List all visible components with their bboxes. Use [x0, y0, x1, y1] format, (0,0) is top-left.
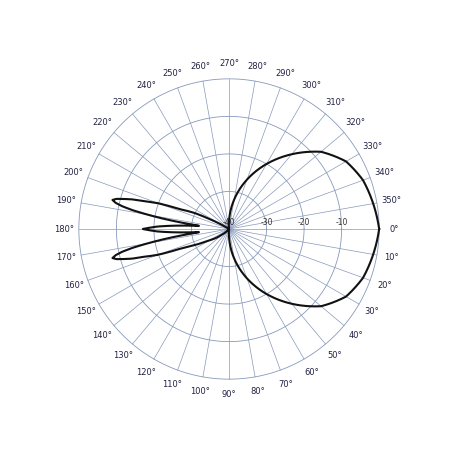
Text: 320°: 320° — [345, 118, 365, 127]
Text: 210°: 210° — [76, 142, 96, 151]
Text: 350°: 350° — [382, 196, 402, 205]
Text: 260°: 260° — [191, 62, 210, 71]
Text: 90°: 90° — [222, 390, 236, 398]
Text: 300°: 300° — [301, 82, 322, 90]
Text: 330°: 330° — [362, 142, 382, 151]
Text: 230°: 230° — [113, 98, 133, 107]
Text: 10°: 10° — [384, 253, 399, 262]
Text: 280°: 280° — [248, 62, 267, 71]
Text: 100°: 100° — [191, 387, 210, 396]
Text: -30: -30 — [260, 218, 273, 227]
Text: 270°: 270° — [219, 60, 239, 68]
Text: 290°: 290° — [276, 69, 295, 78]
Text: 40°: 40° — [348, 331, 363, 340]
Text: 190°: 190° — [56, 196, 76, 205]
Text: -20: -20 — [298, 218, 310, 227]
Text: 60°: 60° — [304, 368, 319, 376]
Text: 170°: 170° — [56, 253, 76, 262]
Text: 70°: 70° — [278, 380, 293, 389]
Text: 150°: 150° — [76, 307, 96, 316]
Text: 220°: 220° — [93, 118, 112, 127]
Text: 80°: 80° — [251, 387, 265, 396]
Text: 30°: 30° — [365, 307, 379, 316]
Text: 110°: 110° — [163, 380, 182, 389]
Text: 250°: 250° — [163, 69, 182, 78]
Text: 240°: 240° — [136, 82, 156, 90]
Text: -40: -40 — [223, 218, 235, 227]
Text: 120°: 120° — [136, 368, 156, 376]
Text: 340°: 340° — [374, 168, 394, 177]
Text: 200°: 200° — [64, 168, 84, 177]
Text: 130°: 130° — [113, 351, 133, 360]
Text: 0°: 0° — [389, 224, 399, 234]
Text: 310°: 310° — [325, 98, 345, 107]
Text: 160°: 160° — [64, 281, 84, 290]
Text: 50°: 50° — [328, 351, 343, 360]
Text: 180°: 180° — [54, 224, 74, 234]
Text: 140°: 140° — [93, 331, 112, 340]
Text: -10: -10 — [335, 218, 348, 227]
Text: 20°: 20° — [377, 281, 392, 290]
